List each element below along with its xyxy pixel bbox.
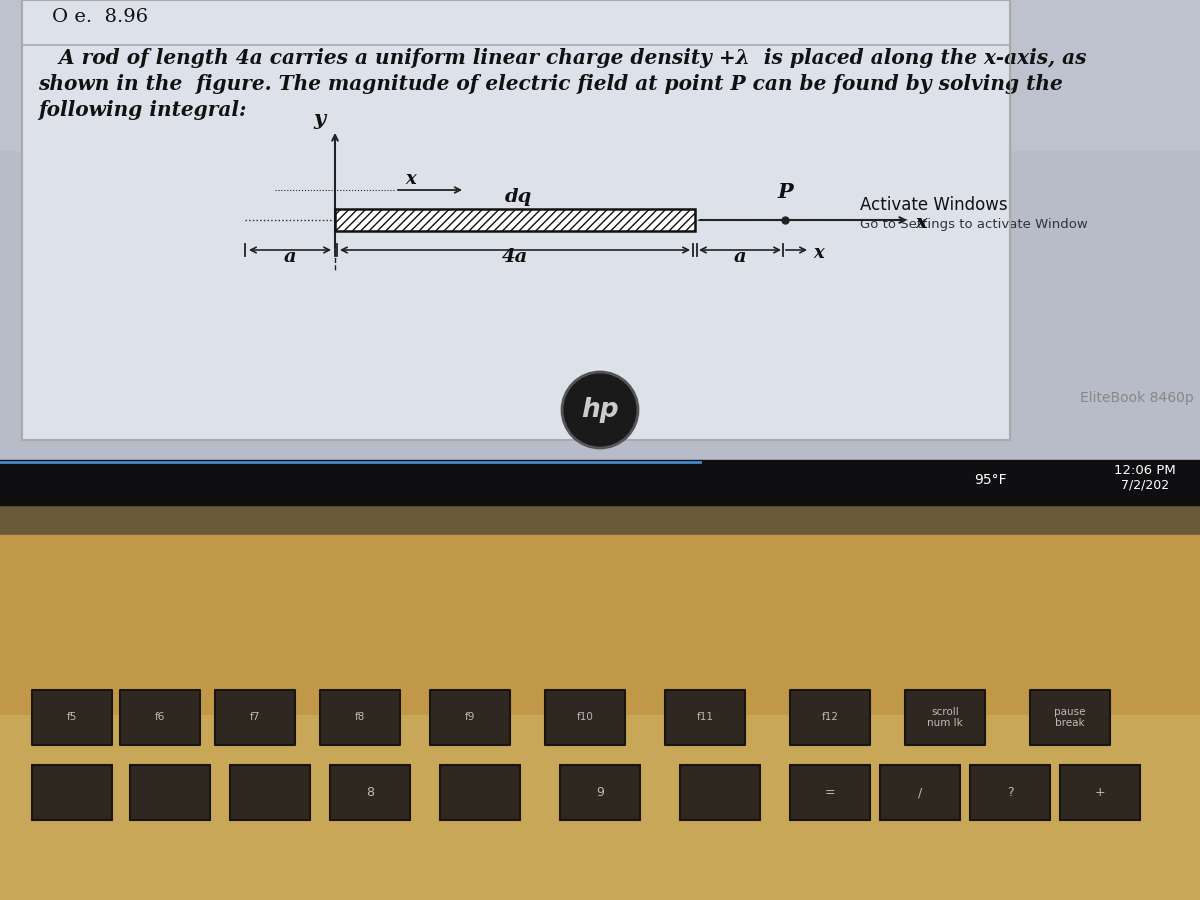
Text: =: = bbox=[824, 786, 835, 799]
Text: scroll
num lk: scroll num lk bbox=[928, 706, 962, 728]
Bar bbox=[790, 765, 870, 820]
Bar bbox=[545, 690, 625, 745]
Text: 7/2/202: 7/2/202 bbox=[1121, 479, 1169, 491]
Bar bbox=[335, 209, 695, 231]
Text: f6: f6 bbox=[155, 713, 166, 723]
Circle shape bbox=[562, 372, 638, 448]
Text: x: x bbox=[916, 214, 926, 232]
Text: +: + bbox=[1094, 786, 1105, 799]
Text: shown in the  figure. The magnitude of electric field at point P can be found by: shown in the figure. The magnitude of el… bbox=[38, 74, 1063, 94]
Text: f7: f7 bbox=[250, 713, 260, 723]
Text: 4a: 4a bbox=[502, 248, 528, 266]
Bar bbox=[0, 505, 1200, 900]
Bar bbox=[32, 690, 112, 745]
Bar bbox=[230, 765, 310, 820]
Bar bbox=[665, 690, 745, 745]
Bar bbox=[440, 765, 520, 820]
Text: ?: ? bbox=[1007, 786, 1013, 799]
Text: f12: f12 bbox=[822, 713, 839, 723]
Text: O e.  8.96: O e. 8.96 bbox=[52, 8, 148, 26]
Bar bbox=[335, 209, 695, 231]
Bar bbox=[0, 505, 1200, 535]
Bar bbox=[120, 690, 200, 745]
Bar bbox=[330, 765, 410, 820]
Text: dq: dq bbox=[505, 188, 533, 206]
Bar bbox=[0, 0, 1200, 460]
Text: x: x bbox=[814, 244, 823, 262]
Text: y: y bbox=[313, 109, 325, 129]
Bar bbox=[905, 690, 985, 745]
Bar bbox=[215, 690, 295, 745]
Text: Go to Settings to activate Window: Go to Settings to activate Window bbox=[860, 218, 1087, 231]
Text: Activate Windows: Activate Windows bbox=[860, 196, 1008, 214]
Bar bbox=[1030, 690, 1110, 745]
Text: f5: f5 bbox=[67, 713, 77, 723]
Bar bbox=[0, 535, 1200, 900]
Bar bbox=[430, 690, 510, 745]
Text: a: a bbox=[733, 248, 746, 266]
Bar bbox=[880, 765, 960, 820]
Bar bbox=[130, 765, 210, 820]
Text: P: P bbox=[778, 182, 793, 202]
Bar bbox=[680, 765, 760, 820]
Bar bbox=[1060, 765, 1140, 820]
Text: 9: 9 bbox=[596, 786, 604, 799]
Text: 12:06 PM: 12:06 PM bbox=[1114, 464, 1176, 476]
Bar bbox=[790, 690, 870, 745]
Bar bbox=[32, 765, 112, 820]
Text: hp: hp bbox=[581, 397, 619, 423]
Text: EliteBook 8460p: EliteBook 8460p bbox=[1080, 391, 1194, 405]
Text: a: a bbox=[283, 248, 296, 266]
Text: f9: f9 bbox=[464, 713, 475, 723]
Text: 8: 8 bbox=[366, 786, 374, 799]
Text: following integral:: following integral: bbox=[38, 100, 246, 120]
Text: /: / bbox=[918, 786, 922, 799]
Text: 95°F: 95°F bbox=[973, 473, 1007, 487]
Bar bbox=[970, 765, 1050, 820]
Bar bbox=[0, 460, 1200, 505]
Bar bbox=[0, 715, 1200, 900]
Bar bbox=[560, 765, 640, 820]
Text: x: x bbox=[406, 170, 415, 188]
Text: A rod of length 4a carries a uniform linear charge density +λ  is placed along t: A rod of length 4a carries a uniform lin… bbox=[38, 48, 1086, 68]
Text: f10: f10 bbox=[576, 713, 594, 723]
Text: f11: f11 bbox=[696, 713, 714, 723]
Text: pause
break: pause break bbox=[1055, 706, 1086, 728]
Text: f8: f8 bbox=[355, 713, 365, 723]
Bar bbox=[320, 690, 400, 745]
Bar bbox=[22, 0, 1010, 440]
